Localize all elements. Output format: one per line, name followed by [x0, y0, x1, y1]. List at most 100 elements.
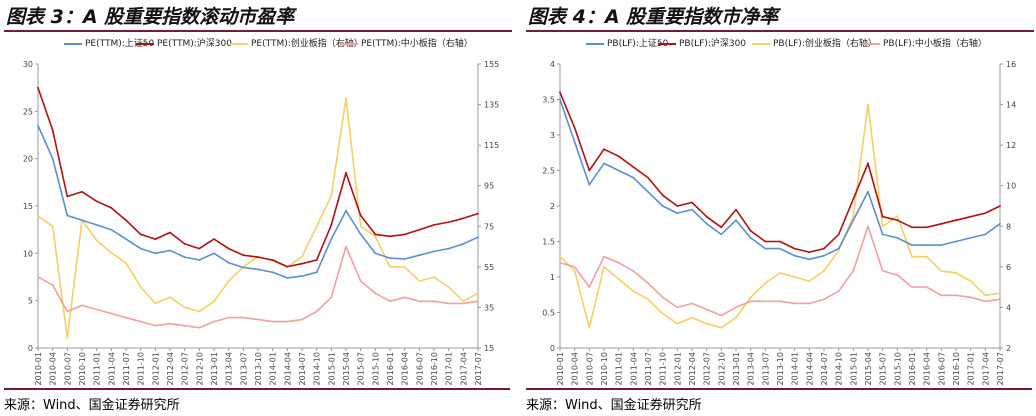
legend-item: PB(LF):沪深300: [658, 36, 746, 49]
data-point: [301, 275, 303, 277]
x-tick-label: 2011-01: [93, 352, 102, 385]
data-point: [271, 259, 274, 261]
x-tick-label: 2010-07: [585, 352, 594, 385]
data-point: [559, 91, 561, 94]
data-point: [257, 318, 259, 321]
x-tick-label: 2017-04: [459, 352, 468, 385]
data-point: [852, 270, 855, 272]
data-point: [632, 176, 635, 179]
data-point: [257, 256, 259, 258]
data-point: [603, 255, 605, 258]
data-point: [66, 195, 69, 198]
data-point: [603, 162, 605, 165]
data-point: [66, 337, 69, 339]
data-point: [389, 300, 391, 303]
data-point: [330, 224, 333, 226]
data-point: [213, 252, 215, 255]
data-point: [925, 255, 928, 258]
x-tick-label: 2014-10: [835, 352, 844, 385]
data-point: [852, 198, 855, 200]
x-tick-label: 2014-07: [298, 352, 307, 385]
source-note: 来源：Wind、国金证券研究所: [4, 388, 510, 413]
data-point: [447, 247, 450, 250]
y-tick-label-right: 95: [484, 182, 494, 191]
data-point: [37, 86, 39, 89]
data-point: [374, 235, 377, 238]
data-point: [271, 271, 274, 274]
x-tick-label: 2013-04: [747, 352, 756, 385]
x-tick-label: 2011-04: [629, 352, 638, 385]
x-tick-label: 2012-04: [688, 352, 697, 385]
y-tick-label-right: 10: [1006, 182, 1016, 191]
y-tick-label-left: 0.5: [542, 309, 555, 318]
data-point: [374, 233, 377, 236]
x-tick-label: 2011-01: [615, 352, 624, 385]
x-tick-label: 2012-04: [166, 352, 175, 385]
legend-item: PE(TTM):上证50: [64, 36, 154, 49]
data-point: [345, 97, 347, 100]
data-point: [37, 124, 39, 127]
x-tick-label: 2017-07: [474, 352, 483, 385]
data-point: [110, 228, 113, 231]
data-point: [676, 212, 679, 215]
x-tick-label: 2014-01: [269, 352, 278, 385]
data-point: [793, 247, 796, 250]
data-point: [559, 261, 561, 264]
legend-item: PE(TTM):创业板指（右轴）: [230, 36, 363, 49]
data-point: [588, 286, 591, 288]
data-point: [154, 324, 157, 327]
data-point: [705, 215, 708, 218]
legend-swatch: [658, 42, 676, 45]
x-tick-label: 2013-07: [761, 352, 770, 385]
data-point: [198, 326, 201, 329]
y-tick-label-left: 4: [550, 60, 555, 69]
data-point: [984, 294, 987, 297]
data-point: [81, 304, 83, 307]
data-point: [227, 247, 230, 250]
chart-legend: PB(LF):上证50 PB(LF):沪深300 PB(LF):创业板指（右轴） PB…: [526, 36, 1032, 52]
data-point: [749, 237, 752, 239]
data-point: [999, 298, 1001, 301]
y-tick-label-left: 0: [550, 344, 555, 353]
legend-label: PE(TTM):上证50: [85, 39, 155, 49]
data-point: [125, 238, 127, 241]
series-line: [37, 97, 479, 339]
data-point: [940, 270, 943, 272]
data-point: [433, 276, 435, 278]
y-tick-label-right: 75: [484, 222, 494, 231]
data-point: [315, 310, 318, 313]
chart-title: 图表 3：A 股重要指数滚动市盈率: [4, 4, 512, 32]
x-tick-label: 2012-10: [717, 352, 726, 385]
data-point: [169, 296, 171, 299]
data-point: [110, 207, 113, 209]
data-point: [823, 298, 825, 301]
y-tick-label-right: 155: [484, 60, 499, 69]
y-tick-label-right: 55: [484, 263, 494, 272]
data-point: [345, 172, 347, 174]
x-tick-label: 2017-01: [967, 352, 976, 385]
data-point: [183, 306, 186, 309]
data-point: [359, 214, 362, 217]
data-point: [66, 310, 69, 313]
data-point: [559, 255, 561, 258]
legend-swatch: [230, 42, 248, 45]
data-point: [154, 302, 157, 305]
data-point: [823, 254, 825, 257]
x-tick-label: 2011-07: [644, 352, 653, 385]
x-tick-label: 2015-04: [864, 352, 873, 385]
data-point: [881, 270, 884, 272]
legend-swatch: [586, 42, 604, 45]
data-point: [647, 176, 649, 179]
x-tick-label: 2010-10: [600, 352, 609, 385]
data-point: [955, 219, 957, 222]
x-tick-label: 2016-07: [937, 352, 946, 385]
data-point: [66, 214, 69, 217]
data-point: [359, 280, 362, 282]
series-line: [559, 103, 1001, 329]
data-point: [735, 306, 737, 309]
data-point: [389, 257, 391, 259]
legend-item: PE(TTM):中小板指（右轴）: [340, 36, 473, 49]
data-point: [603, 266, 605, 268]
chart-plot-area: 0 0.5 1 1.5 2 2.5 3 3.5 4 2 4 6 8 10 12 14 16 2010-01 2010…: [542, 60, 1016, 385]
data-point: [257, 268, 259, 271]
